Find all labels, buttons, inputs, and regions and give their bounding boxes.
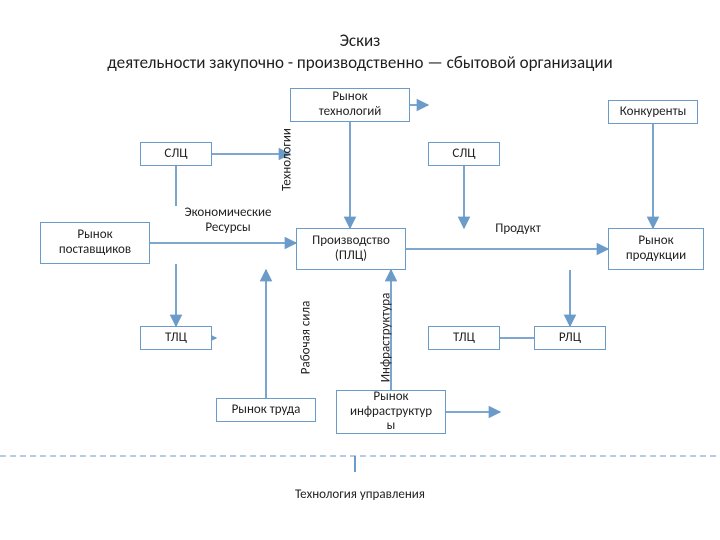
node-slc-left: СЛЦ xyxy=(140,142,212,166)
node-market-suppliers: Рынокпоставщиков xyxy=(40,222,150,264)
label-management-technology: Технология управления xyxy=(270,488,450,503)
node-competitors: Конкуренты xyxy=(608,100,698,124)
label-product: Продукт xyxy=(478,222,558,237)
title-line1: Эскиз xyxy=(0,30,720,51)
node-tlc-right: ТЛЦ xyxy=(428,326,500,350)
node-market-labor: Рынок труда xyxy=(216,398,316,422)
node-slc-right: СЛЦ xyxy=(428,142,500,166)
node-market-infrastructure: Рынокинфраструктуры xyxy=(336,390,446,434)
edges-layer xyxy=(0,0,720,540)
label-labor-vertical: Рабочая сила xyxy=(300,292,315,382)
label-infrastructure-vertical: Инфраструктура xyxy=(380,282,395,392)
node-tlc-left: ТЛЦ xyxy=(140,326,212,350)
label-technologies-vertical: Технологии xyxy=(281,124,296,194)
node-market-technologies: Рыноктехнологий xyxy=(290,88,410,122)
label-economic-resources: ЭкономическиеРесурсы xyxy=(168,206,288,236)
node-rlc: РЛЦ xyxy=(534,326,606,350)
node-market-products: Рынокпродукции xyxy=(608,228,704,270)
node-production: Производство(ПЛЦ) xyxy=(296,228,406,270)
title-line2: деятельности закупочно - производственно… xyxy=(0,52,720,73)
